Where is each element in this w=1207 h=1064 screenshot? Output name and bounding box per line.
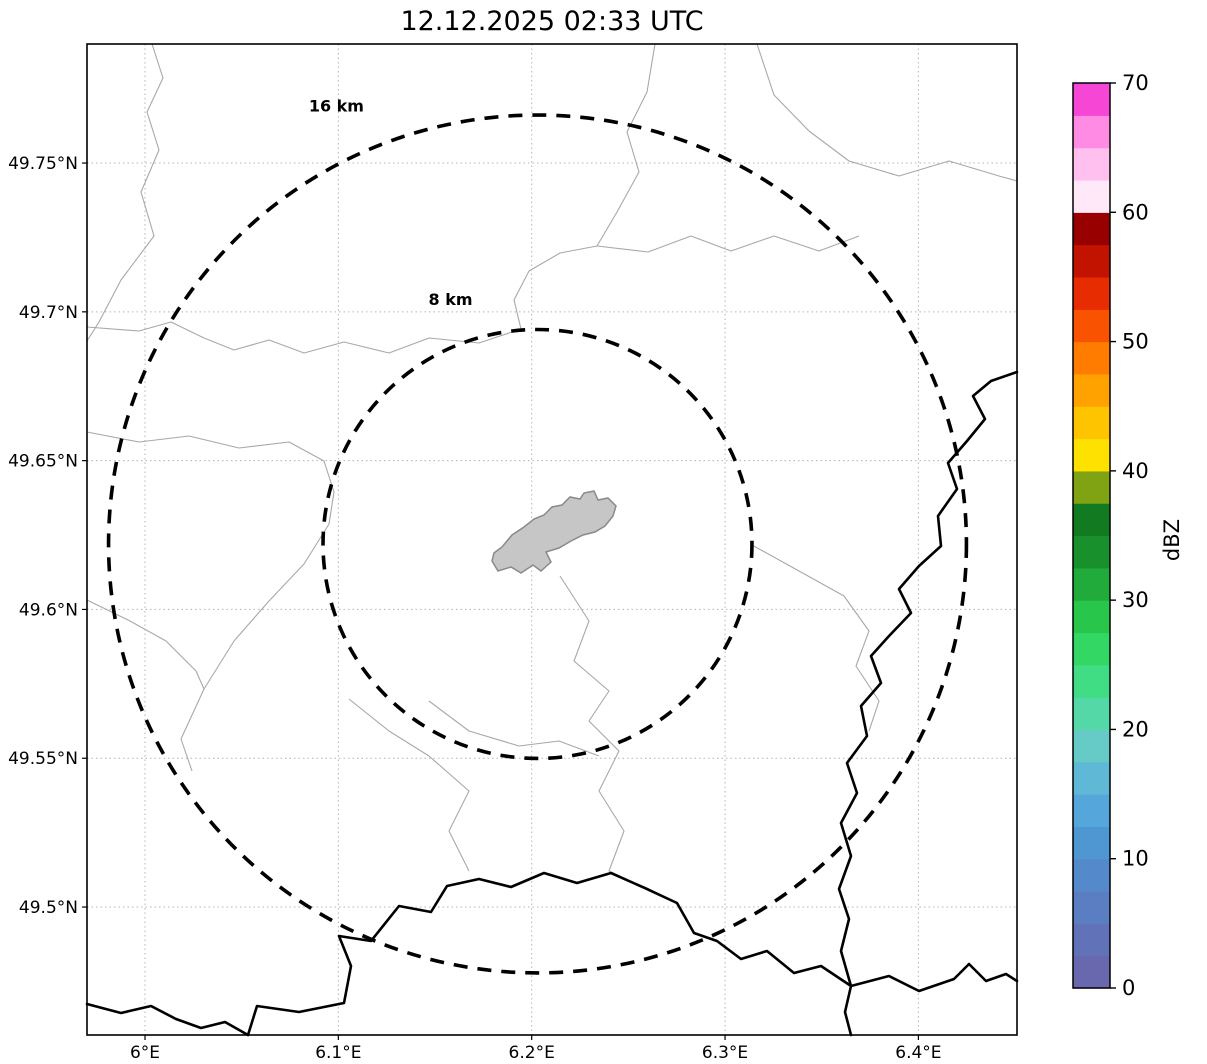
colorbar-segment [1073, 373, 1110, 407]
admin-border-line [756, 43, 1018, 182]
colorbar-segment [1073, 891, 1110, 924]
y-tick-label: 49.7°N [19, 303, 78, 323]
colorbar-segment [1073, 276, 1110, 310]
y-tick-label: 49.5°N [19, 898, 78, 918]
colorbar-segment [1073, 83, 1110, 116]
colorbar-segment [1073, 826, 1110, 860]
colorbar-segment [1073, 761, 1110, 795]
admin-border-line [559, 575, 630, 882]
colorbar-tick-label: 50 [1122, 330, 1149, 354]
admin-border-line [428, 700, 600, 757]
colorbar-tick-label: 30 [1122, 588, 1149, 612]
colorbar-segment [1073, 179, 1110, 213]
colorbar-segment [1073, 955, 1110, 989]
colorbar-segment [1073, 503, 1110, 537]
colorbar-tick-label: 60 [1122, 200, 1149, 224]
colorbar-segment [1073, 212, 1110, 246]
plot-title: 12.12.2025 02:33 UTC [400, 6, 704, 37]
colorbar-segment [1073, 729, 1110, 763]
country-border-line [843, 984, 853, 1037]
colorbar-segment [1073, 147, 1110, 181]
range-ring-8km [321, 327, 754, 761]
admin-border-line [86, 599, 205, 690]
y-tick-label: 49.55°N [8, 749, 78, 769]
admin-border-line [86, 43, 164, 342]
colorbar-outline [1072, 82, 1111, 989]
colorbar-segment [1073, 794, 1110, 827]
colorbar-segment [1073, 600, 1110, 634]
admin-border-line [180, 523, 330, 772]
y-tick-label: 49.65°N [8, 452, 78, 472]
country-border-line [849, 962, 1019, 993]
country-border-line [85, 1002, 250, 1037]
colorbar-segment [1073, 535, 1110, 569]
colorbar-segment [1073, 632, 1110, 666]
colorbar-tick-label: 40 [1122, 459, 1149, 483]
admin-border-line [348, 698, 470, 872]
airport-polygon [491, 490, 617, 574]
colorbar-segment [1073, 567, 1110, 601]
colorbar-tick-label: 10 [1122, 847, 1149, 871]
colorbar-tick-label: 20 [1122, 717, 1149, 741]
x-tick-label: 6.2°E [509, 1043, 555, 1063]
colorbar-segment [1073, 309, 1110, 343]
colorbar-segment [1073, 697, 1110, 731]
y-tick-label: 49.75°N [8, 154, 78, 174]
y-tick-label: 49.6°N [19, 600, 78, 620]
colorbar-segment [1073, 115, 1110, 149]
range-ring-16km [106, 113, 969, 975]
admin-border-line [86, 431, 335, 525]
range-ring-label: 16 km [309, 96, 364, 115]
colorbar-segment [1073, 470, 1110, 504]
admin-border-line [86, 321, 522, 354]
colorbar-segment [1073, 406, 1110, 440]
x-tick-label: 6.4°E [895, 1043, 941, 1063]
x-tick-label: 6.1°E [315, 1043, 361, 1063]
admin-border-line [751, 544, 880, 732]
colorbar-segment [1073, 858, 1110, 892]
colorbar-segment [1073, 341, 1110, 375]
map-frame [86, 43, 1018, 1036]
colorbar-tick-label: 0 [1122, 976, 1135, 1000]
colorbar-segment [1073, 923, 1110, 957]
colorbar-tick-label: 70 [1122, 71, 1149, 95]
colorbar-segment [1073, 244, 1110, 278]
country-border-line [246, 871, 853, 1037]
range-ring-label: 8 km [428, 290, 472, 309]
colorbar-segment [1073, 438, 1110, 472]
admin-border-line [513, 43, 656, 330]
x-tick-label: 6°E [130, 1043, 160, 1063]
country-border-line [837, 370, 1019, 988]
colorbar-segment [1073, 664, 1110, 698]
admin-border-line [596, 235, 860, 253]
x-tick-label: 6.3°E [702, 1043, 748, 1063]
